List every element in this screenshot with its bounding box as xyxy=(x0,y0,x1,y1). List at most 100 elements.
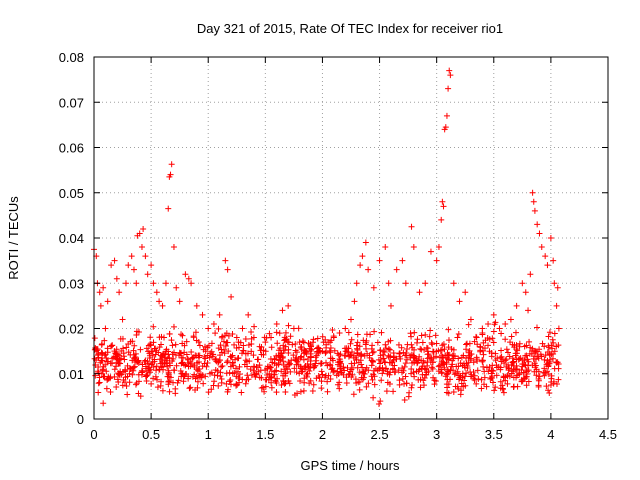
data-point xyxy=(260,351,267,358)
data-point xyxy=(95,370,102,377)
data-point xyxy=(430,374,437,381)
data-point xyxy=(170,355,177,362)
data-point xyxy=(247,366,254,373)
data-point xyxy=(99,367,106,374)
data-point xyxy=(196,372,203,379)
data-point xyxy=(224,339,231,346)
data-point xyxy=(531,207,538,214)
data-point xyxy=(111,257,118,264)
data-point xyxy=(453,363,460,370)
data-point xyxy=(379,364,386,371)
data-point xyxy=(546,356,553,363)
data-point xyxy=(542,352,549,359)
data-point xyxy=(157,382,164,389)
data-point xyxy=(242,357,249,364)
data-point xyxy=(415,376,422,383)
data-point xyxy=(490,339,497,346)
data-point xyxy=(98,349,105,356)
data-point xyxy=(169,351,176,358)
data-point xyxy=(420,377,427,384)
data-point xyxy=(363,337,370,344)
data-point xyxy=(116,289,123,296)
data-point xyxy=(342,348,349,355)
data-point xyxy=(254,364,261,371)
data-point xyxy=(279,354,286,361)
data-point xyxy=(507,339,514,346)
data-point xyxy=(212,330,219,337)
data-point xyxy=(267,373,274,380)
data-point xyxy=(510,383,517,390)
data-point xyxy=(297,365,304,372)
data-point xyxy=(502,357,509,364)
data-point xyxy=(242,335,249,342)
data-point xyxy=(375,356,382,363)
data-point xyxy=(159,352,166,359)
data-point xyxy=(267,364,274,371)
data-point xyxy=(432,332,439,339)
data-point xyxy=(173,284,180,291)
data-point xyxy=(187,358,194,365)
data-point xyxy=(124,391,131,398)
data-point xyxy=(480,351,487,358)
data-point xyxy=(145,342,152,349)
data-point xyxy=(119,382,126,389)
data-point xyxy=(195,352,202,359)
data-point xyxy=(443,359,450,366)
data-point xyxy=(542,369,549,376)
data-point xyxy=(256,343,263,350)
data-point xyxy=(355,379,362,386)
data-point xyxy=(281,366,288,373)
data-point xyxy=(229,370,236,377)
data-point xyxy=(103,355,110,362)
data-point xyxy=(409,381,416,388)
data-point xyxy=(408,384,415,391)
data-point xyxy=(268,344,275,351)
data-point xyxy=(150,280,157,287)
data-point xyxy=(103,385,110,392)
data-point xyxy=(154,384,161,391)
data-point xyxy=(225,332,232,339)
data-point xyxy=(282,380,289,387)
data-point xyxy=(360,368,367,375)
data-point xyxy=(383,345,390,352)
data-point xyxy=(440,203,447,210)
data-point xyxy=(91,355,98,362)
data-point xyxy=(545,387,552,394)
data-point xyxy=(293,369,300,376)
data-point xyxy=(214,372,221,379)
data-point xyxy=(398,369,405,376)
data-point xyxy=(107,389,114,396)
data-point xyxy=(535,375,542,382)
data-point xyxy=(133,332,140,339)
data-point xyxy=(497,354,504,361)
data-point xyxy=(432,378,439,385)
data-point xyxy=(474,367,481,374)
data-point xyxy=(218,379,225,386)
data-point xyxy=(306,380,313,387)
data-point xyxy=(217,373,224,380)
data-point xyxy=(310,381,317,388)
data-point xyxy=(501,360,508,367)
data-point xyxy=(358,361,365,368)
data-point xyxy=(152,373,159,380)
data-point xyxy=(274,340,281,347)
data-point xyxy=(371,328,378,335)
data-point xyxy=(439,198,446,205)
data-point xyxy=(461,373,468,380)
data-point xyxy=(438,369,445,376)
data-point xyxy=(202,348,209,355)
data-point xyxy=(290,325,297,332)
data-point xyxy=(283,336,290,343)
data-point xyxy=(361,370,368,377)
data-point xyxy=(281,380,288,387)
data-point xyxy=(297,388,304,395)
data-point xyxy=(251,371,258,378)
data-point xyxy=(387,302,394,309)
data-point xyxy=(135,378,142,385)
data-point xyxy=(479,325,486,332)
data-point xyxy=(170,379,177,386)
data-point xyxy=(363,345,370,352)
data-point xyxy=(239,325,246,332)
data-point xyxy=(549,355,556,362)
data-point xyxy=(504,380,511,387)
